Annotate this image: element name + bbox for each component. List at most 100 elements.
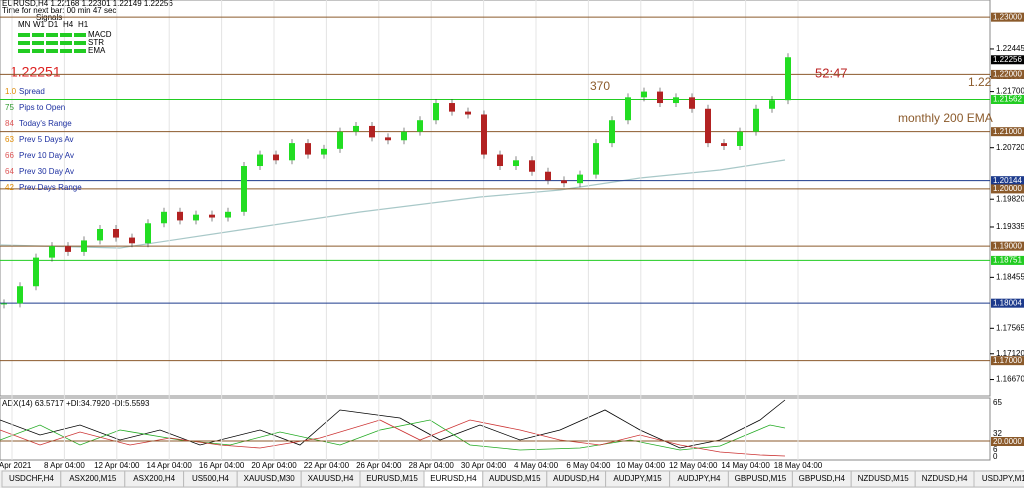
candle xyxy=(737,131,743,146)
date-label: 12 May 04:00 xyxy=(669,461,718,470)
info-label: Prev 30 Day Av xyxy=(19,167,74,176)
tab-label[interactable]: USDCHF,H4 xyxy=(9,474,54,483)
candle xyxy=(369,125,375,138)
signal-cell xyxy=(74,33,86,37)
level-box xyxy=(991,12,1024,22)
candle xyxy=(289,143,295,161)
adx-line xyxy=(0,399,786,449)
price-tick-label: 1.22445 xyxy=(996,44,1024,53)
tab-label[interactable]: US500,H4 xyxy=(192,474,229,483)
candle xyxy=(625,97,631,121)
signal-cell xyxy=(46,33,58,37)
candle xyxy=(129,237,135,244)
level-box xyxy=(991,127,1024,137)
candle xyxy=(497,154,503,167)
candle xyxy=(257,154,263,167)
indicator-axis: 65 32 20.0000 6 0 xyxy=(991,398,1024,461)
candle xyxy=(49,246,55,258)
tab-label[interactable]: AUDUSD,H4 xyxy=(553,474,600,483)
candle xyxy=(305,143,311,155)
tab-label[interactable]: AUDUSD,M15 xyxy=(489,474,541,483)
candle xyxy=(513,160,519,167)
candle xyxy=(1,303,7,305)
timer: Time for next bar: 00 min 47 sec xyxy=(2,6,116,15)
period-label: H1 xyxy=(78,20,89,29)
price-tick-label: 1.20720 xyxy=(996,143,1024,152)
level-box xyxy=(991,55,1024,65)
signal-cell xyxy=(60,49,72,53)
tab-label[interactable]: AUDJPY,H4 xyxy=(678,474,722,483)
date-label: 28 Apr 04:00 xyxy=(409,461,455,470)
tab-label[interactable]: XAUUSD,H4 xyxy=(308,474,354,483)
info-value: 64 xyxy=(5,167,14,176)
level-label: 1.18751 xyxy=(993,256,1022,265)
date-label: 26 Apr 04:00 xyxy=(356,461,402,470)
level-label: 1.21562 xyxy=(993,95,1022,104)
indicator-label: 65 xyxy=(993,398,1002,407)
date-label: 4 May 04:00 xyxy=(514,461,559,470)
candle xyxy=(753,108,759,132)
annotation: 1.22 xyxy=(968,75,992,89)
candle xyxy=(17,286,23,304)
period-label: D1 xyxy=(48,20,59,29)
tab-label[interactable]: ASX200,H4 xyxy=(133,474,175,483)
tab[interactable] xyxy=(973,470,1024,488)
tab-label[interactable]: ASX200,M15 xyxy=(69,474,117,483)
tab-label[interactable]: XAUUSD,M30 xyxy=(244,474,296,483)
info-value: 66 xyxy=(5,151,14,160)
candle xyxy=(225,211,231,218)
candle xyxy=(465,111,471,115)
signal-cell xyxy=(32,41,44,45)
indicator-level-box xyxy=(991,437,1024,446)
level-box xyxy=(991,356,1024,366)
candle xyxy=(529,160,535,172)
candle xyxy=(353,125,359,132)
level-label: 1.20144 xyxy=(993,176,1022,185)
tab-label[interactable]: EURUSD,H4 xyxy=(430,474,477,483)
candle xyxy=(641,91,647,98)
level-label: 1.20000 xyxy=(993,184,1022,193)
level-box xyxy=(991,255,1024,265)
date-label: 30 Apr 04:00 xyxy=(461,461,507,470)
indicator-label: 6 xyxy=(993,445,998,454)
candle xyxy=(609,120,615,144)
candle xyxy=(705,108,711,144)
level-label: 1.18004 xyxy=(993,298,1022,307)
info-label: Pips to Open xyxy=(19,103,65,112)
info-label: Spread xyxy=(19,87,45,96)
info-value: 84 xyxy=(5,119,14,128)
tab-label[interactable]: NZDUSD,M15 xyxy=(858,474,910,483)
tab-label[interactable]: EURUSD,M15 xyxy=(366,474,418,483)
candle xyxy=(273,154,279,161)
candle xyxy=(65,246,71,252)
level-box xyxy=(991,184,1024,194)
date-label: 20 Apr 04:00 xyxy=(251,461,297,470)
candle xyxy=(401,131,407,141)
tab-label[interactable]: AUDJPY,M15 xyxy=(613,474,662,483)
candle xyxy=(161,211,167,224)
level-box xyxy=(991,241,1024,251)
date-label: 14 May 04:00 xyxy=(721,461,770,470)
level-box xyxy=(991,69,1024,79)
indicator-title: ADX(14) 63.5717 +DI:34.7920 -DI:5.5593 xyxy=(2,399,150,408)
candle xyxy=(241,166,247,212)
date-label: 14 Apr 04:00 xyxy=(147,461,193,470)
level-box xyxy=(991,298,1024,308)
candle xyxy=(113,228,119,238)
tab-label[interactable]: USDJPY,M15 xyxy=(982,474,1024,483)
level-box xyxy=(991,94,1024,104)
date-label: 18 May 04:00 xyxy=(774,461,823,470)
date-label: 10 May 04:00 xyxy=(617,461,666,470)
tab-label[interactable]: GBPUSD,M15 xyxy=(735,474,787,483)
signal-cell xyxy=(32,49,44,53)
candle xyxy=(193,214,199,221)
candle xyxy=(177,211,183,221)
date-label: 12 Apr 04:00 xyxy=(94,461,140,470)
tab-label[interactable]: NZDUSD,H4 xyxy=(922,474,968,483)
info-value: 63 xyxy=(5,135,14,144)
tab-label[interactable]: GBPUSD,H4 xyxy=(799,474,846,483)
annotation: 52:47 xyxy=(815,65,848,80)
candle xyxy=(689,97,695,109)
symbol-line: EURUSD,H4 1.22168 1.22301 1.22149 1.2225… xyxy=(2,0,173,8)
